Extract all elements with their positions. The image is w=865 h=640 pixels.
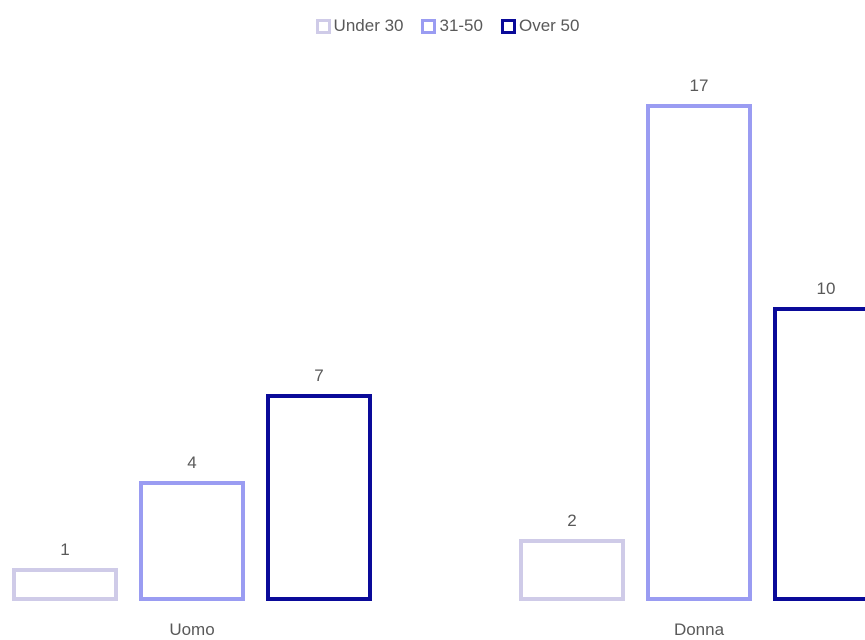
data-label-uomo-31-50: 4 xyxy=(187,453,196,472)
category-label-uomo: Uomo xyxy=(169,620,214,639)
data-label-donna-under-30: 2 xyxy=(567,511,576,530)
bar-donna-31-50 xyxy=(648,106,750,599)
data-label-donna-31-50: 17 xyxy=(690,76,709,95)
data-label-donna-over-50: 10 xyxy=(817,279,836,298)
bar-uomo-over-50 xyxy=(268,396,370,599)
bar-donna-under-30 xyxy=(521,541,623,599)
bar-uomo-under-30 xyxy=(14,570,116,599)
bar-donna-over-50 xyxy=(775,309,865,599)
data-label-uomo-under-30: 1 xyxy=(60,540,69,559)
category-label-donna: Donna xyxy=(674,620,725,639)
bar-uomo-31-50 xyxy=(141,483,243,599)
data-label-uomo-over-50: 7 xyxy=(314,366,323,385)
